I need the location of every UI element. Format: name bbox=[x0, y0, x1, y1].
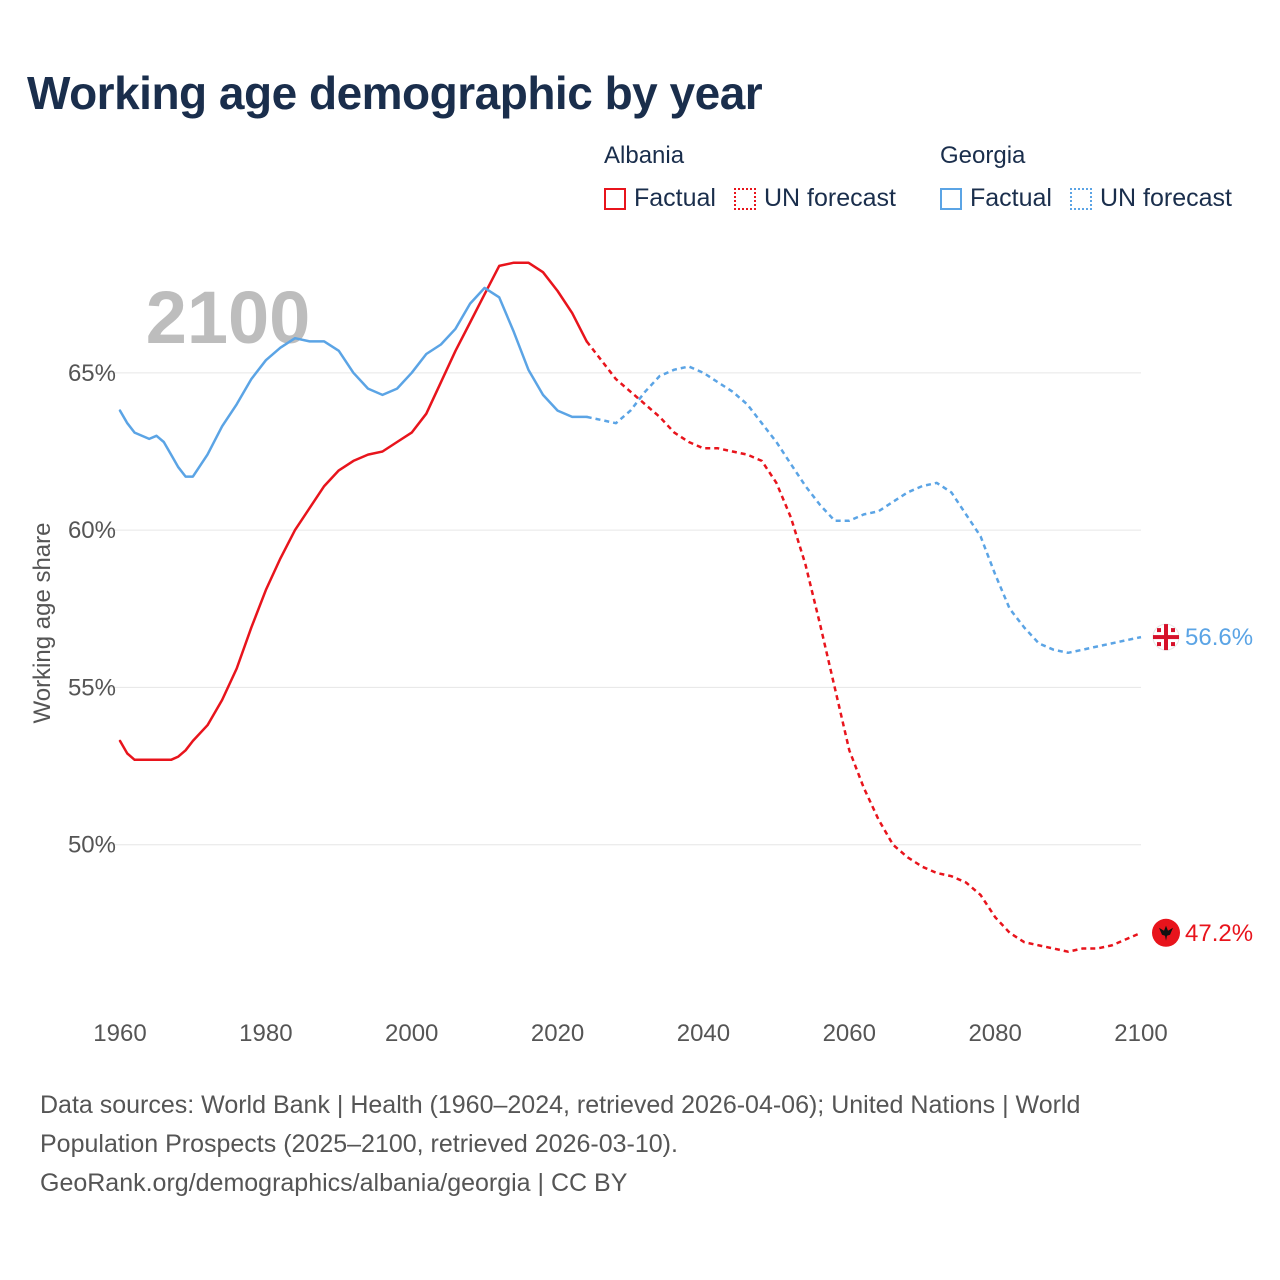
georgia-forecast-line[interactable] bbox=[586, 365, 1142, 655]
footer-sources: Data sources: World Bank | Health (1960–… bbox=[40, 1086, 1220, 1203]
georgia-flag-small-cross bbox=[1157, 628, 1161, 633]
year-watermark: 2100 bbox=[146, 276, 311, 359]
y-tick-label: 50% bbox=[68, 832, 116, 859]
albania-factual-line[interactable] bbox=[118, 261, 588, 762]
legend-albania-forecast[interactable]: UN forecast bbox=[733, 184, 896, 213]
x-tick-label: 2040 bbox=[677, 1020, 730, 1047]
albania-end-value-label: 47.2% bbox=[1185, 920, 1253, 947]
albania-forecast-line[interactable] bbox=[585, 340, 1142, 953]
x-tick-label: 1980 bbox=[239, 1020, 292, 1047]
legend-albania-name: Albania bbox=[604, 142, 685, 169]
footer-url[interactable]: GeoRank.org/demographics/albania/georgia… bbox=[40, 1169, 628, 1197]
legend-georgia: Georgia Factual UN forecast bbox=[940, 142, 1232, 213]
legend-albania: Albania Factual UN forecast bbox=[604, 142, 896, 213]
y-tick-label: 60% bbox=[68, 517, 116, 544]
georgia-flag-cross-v bbox=[1164, 624, 1168, 651]
footer-line-2: Population Prospects (2025–2100, retriev… bbox=[40, 1130, 678, 1158]
georgia-flag-small-cross bbox=[1171, 628, 1175, 633]
legend-albania-factual-label: Factual bbox=[634, 184, 716, 212]
legend-georgia-factual-label: Factual bbox=[970, 184, 1052, 212]
x-tick-label: 2020 bbox=[531, 1020, 584, 1047]
albania-eagle-icon bbox=[1159, 925, 1173, 941]
y-tick-label: 55% bbox=[68, 674, 116, 701]
y-tick-label: 65% bbox=[68, 360, 116, 387]
chart-title: Working age demographic by year bbox=[27, 67, 763, 119]
y-axis-label: Working age share bbox=[29, 523, 56, 724]
legend-albania-factual-swatch bbox=[604, 187, 626, 210]
x-tick-label: 2100 bbox=[1114, 1020, 1167, 1047]
legend-albania-forecast-label: UN forecast bbox=[763, 184, 896, 212]
x-tick-label: 2060 bbox=[823, 1020, 876, 1047]
legend-georgia-forecast-swatch bbox=[1069, 187, 1092, 210]
x-tick-label: 2080 bbox=[968, 1020, 1021, 1047]
legend-georgia-factual[interactable]: Factual bbox=[940, 184, 1052, 213]
legend-albania-forecast-swatch bbox=[733, 187, 756, 210]
georgia-end-value-label: 56.6% bbox=[1185, 624, 1253, 651]
georgia-flag-small-cross bbox=[1171, 642, 1175, 647]
georgia-factual-line[interactable] bbox=[118, 286, 588, 478]
legend-albania-factual[interactable]: Factual bbox=[604, 184, 716, 213]
legend-georgia-name: Georgia bbox=[940, 142, 1026, 169]
legend-georgia-forecast[interactable]: UN forecast bbox=[1069, 184, 1232, 213]
x-tick-label: 2000 bbox=[385, 1020, 438, 1047]
georgia-flag-small-cross bbox=[1157, 642, 1161, 647]
footer-line-1: Data sources: World Bank | Health (1960–… bbox=[40, 1091, 1081, 1119]
legend-georgia-forecast-label: UN forecast bbox=[1099, 184, 1232, 212]
x-tick-label: 1960 bbox=[93, 1020, 146, 1047]
legend-georgia-factual-swatch bbox=[940, 187, 962, 210]
